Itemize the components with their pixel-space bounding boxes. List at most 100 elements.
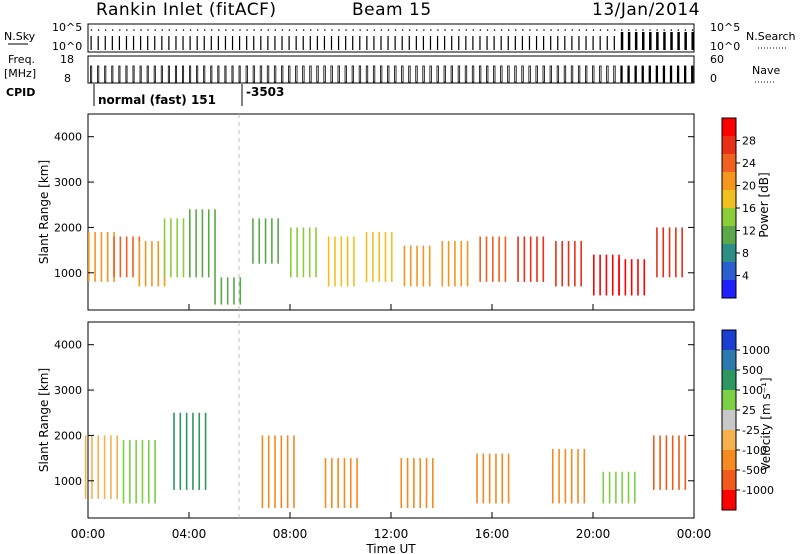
freq-bar bbox=[556, 65, 560, 83]
nsky-bar bbox=[154, 36, 156, 50]
nsearch-dot bbox=[472, 29, 475, 31]
freq-bar bbox=[125, 65, 128, 83]
nsky-bar bbox=[161, 36, 163, 50]
colorbar-tick-label: -25 bbox=[742, 424, 760, 437]
nsearch-dot bbox=[550, 29, 552, 31]
y-tick-label: 3000 bbox=[54, 176, 82, 189]
velocity-echo bbox=[665, 435, 668, 490]
freq-bar bbox=[634, 65, 637, 83]
velocity-echo bbox=[122, 439, 125, 504]
power-echo bbox=[372, 231, 374, 282]
freq-bar bbox=[613, 65, 616, 83]
colorbar-tick-label: 12 bbox=[742, 225, 756, 238]
colorbar-tick-label: 4 bbox=[742, 270, 749, 283]
nsearch-dot bbox=[359, 29, 361, 31]
nsky-bar bbox=[670, 32, 673, 50]
nsky-bar bbox=[627, 32, 631, 50]
freq-bar bbox=[684, 65, 687, 83]
nsearch-dot bbox=[437, 29, 439, 31]
nsearch-dot bbox=[521, 29, 524, 31]
power-echo bbox=[593, 254, 595, 296]
colorbar-segment bbox=[722, 244, 736, 262]
nsky-bar bbox=[528, 36, 531, 50]
power-echo bbox=[365, 231, 368, 282]
freq-bar bbox=[415, 65, 418, 83]
nsky-bar bbox=[387, 36, 389, 50]
nsky-bar bbox=[168, 36, 170, 50]
velocity-echo bbox=[356, 458, 358, 509]
y-tick-label: 2000 bbox=[54, 221, 82, 234]
nsearch-dot bbox=[324, 29, 326, 31]
power-echo bbox=[100, 231, 103, 282]
freq-bar bbox=[478, 65, 482, 83]
freq-bar bbox=[691, 65, 694, 83]
velocity-y-ticks: 1000 2000 3000 4000 bbox=[54, 339, 694, 488]
nsearch-dot bbox=[514, 29, 517, 31]
nsky-bar bbox=[578, 36, 580, 50]
power-echo bbox=[239, 277, 242, 305]
power-echo bbox=[441, 241, 444, 287]
power-echo bbox=[214, 277, 216, 305]
nsearch-dot bbox=[500, 29, 503, 31]
freq-bar bbox=[139, 65, 142, 83]
nsearch-dot bbox=[479, 29, 482, 31]
velocity-echo bbox=[583, 449, 586, 504]
freq-bar bbox=[217, 65, 220, 83]
nsearch-dot bbox=[507, 29, 510, 31]
freq-bar bbox=[521, 65, 524, 83]
freq-bar bbox=[486, 65, 489, 83]
freq-strip: Freq. [MHz] 18 8 60 0 Nave bbox=[4, 53, 780, 85]
colorbar-segment bbox=[722, 450, 736, 470]
nsky-bar bbox=[373, 36, 375, 50]
freq-bar bbox=[422, 65, 425, 83]
velocity-echoes bbox=[84, 412, 687, 509]
power-echo bbox=[384, 231, 387, 282]
velocity-echo bbox=[558, 449, 560, 504]
power-echo bbox=[119, 236, 122, 278]
velocity-echo bbox=[97, 435, 100, 499]
freq-bar bbox=[104, 65, 107, 83]
nsearch-dot bbox=[649, 29, 651, 31]
freq-bar bbox=[224, 65, 227, 83]
power-echo bbox=[643, 259, 646, 296]
nsky-bar bbox=[90, 36, 92, 50]
velocity-colorbar: 1000 500 100 25 -25 -100 -500 -1000 Velocity [m… bbox=[721, 329, 774, 511]
nsky-bar bbox=[493, 36, 495, 50]
freq-bar bbox=[620, 65, 623, 83]
power-echo bbox=[157, 241, 160, 287]
velocity-echo bbox=[400, 458, 403, 509]
velocity-echo bbox=[608, 471, 611, 504]
colorbar-tick-label: 100 bbox=[742, 384, 763, 397]
power-y-ticks: 1000 2000 3000 4000 bbox=[54, 131, 694, 280]
power-echo bbox=[163, 218, 166, 278]
freq-bar bbox=[182, 65, 185, 83]
freq-bar bbox=[500, 65, 503, 83]
nsearch-dot bbox=[239, 29, 241, 31]
nsky-bar bbox=[345, 36, 347, 50]
velocity-echo bbox=[324, 458, 327, 509]
velocity-echo bbox=[501, 453, 504, 504]
freq-bar bbox=[577, 65, 581, 83]
freq-bar bbox=[203, 65, 206, 83]
power-echo bbox=[252, 218, 254, 264]
nsky-bar bbox=[641, 32, 645, 50]
nsearch-dot bbox=[274, 29, 277, 31]
colorbar-segment bbox=[722, 118, 736, 136]
x-axis-label: Time UT bbox=[365, 542, 416, 554]
nsky-bar bbox=[606, 36, 608, 50]
nsearch-dot bbox=[281, 29, 284, 31]
y-tick-label: 4000 bbox=[54, 131, 82, 144]
nsearch-dot bbox=[670, 29, 673, 31]
power-echo bbox=[226, 277, 229, 305]
freq-bar bbox=[153, 65, 156, 83]
freq-bar bbox=[450, 65, 453, 83]
freq-bar bbox=[401, 65, 404, 83]
x-tick-label: 00:00 bbox=[677, 527, 712, 541]
power-echo bbox=[479, 236, 481, 282]
nsearch-dot bbox=[557, 29, 559, 31]
velocity-echo bbox=[495, 453, 497, 504]
power-scale-label: Power [dB] bbox=[757, 172, 771, 237]
freq-bar bbox=[606, 65, 609, 83]
nsky-bar bbox=[175, 36, 177, 50]
freq-bar bbox=[146, 65, 149, 83]
